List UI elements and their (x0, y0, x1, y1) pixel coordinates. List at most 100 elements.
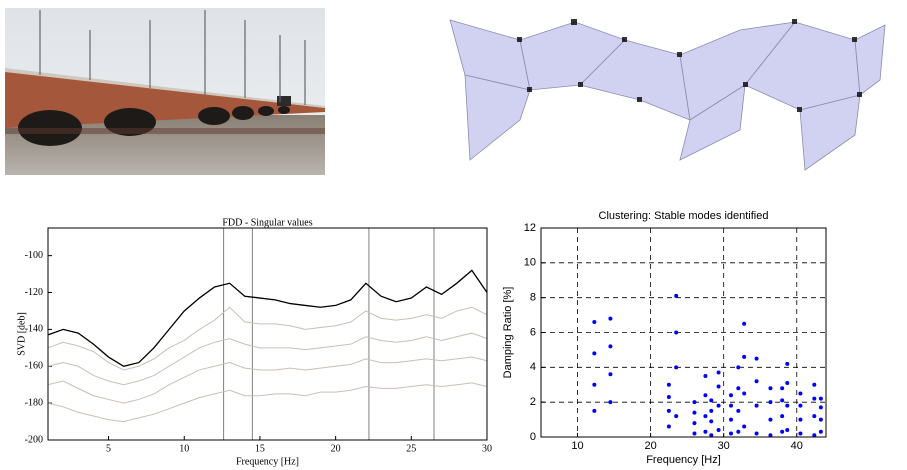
y-tick-label: 0 (530, 431, 536, 443)
point (742, 424, 747, 429)
point (592, 320, 597, 325)
y-tick-label: -160 (25, 361, 43, 372)
point (818, 396, 823, 401)
point (716, 403, 721, 408)
point (736, 408, 741, 413)
point (736, 365, 741, 370)
point (674, 293, 679, 298)
point (716, 428, 721, 433)
fdd-chart: 5 10 15 20 25 30 -200 -180 -160 -140 -120 -100 FDD -… (16, 217, 492, 467)
point (780, 386, 785, 391)
point (754, 403, 759, 408)
point (736, 386, 741, 391)
point (785, 361, 790, 366)
point (812, 396, 817, 401)
point (742, 354, 747, 359)
y-tick-label: 4 (530, 361, 536, 373)
point (703, 374, 708, 379)
point (592, 351, 597, 356)
point (736, 429, 741, 434)
y-tick-label: 2 (530, 396, 536, 408)
point (674, 365, 679, 370)
x-tick-label: 10 (571, 440, 583, 452)
point (818, 429, 823, 434)
point (768, 417, 773, 422)
series-line (47, 269, 488, 367)
x-tick-label: 15 (255, 443, 265, 454)
point (703, 393, 708, 398)
point (729, 431, 733, 436)
point (608, 400, 613, 405)
point (592, 408, 597, 413)
point (703, 414, 708, 419)
point (798, 417, 803, 422)
point (692, 400, 697, 405)
point (692, 431, 697, 436)
point (709, 398, 714, 403)
chart-title: FDD - Singular values (222, 217, 312, 228)
point (754, 431, 759, 436)
point (754, 379, 759, 384)
clustering-chart: 10 20 30 40 0 2 4 6 8 10 12 Clustering: Stable mode… (502, 210, 827, 466)
point (608, 372, 613, 377)
plot-area (541, 228, 826, 437)
y-tick-label: 8 (530, 292, 536, 304)
point (608, 316, 613, 321)
point (709, 419, 714, 424)
point (692, 410, 697, 415)
point (818, 417, 823, 422)
point (692, 421, 697, 426)
point (716, 384, 721, 389)
point (666, 408, 671, 413)
x-tick-label: 30 (718, 440, 730, 452)
series-line (47, 382, 488, 423)
point (729, 393, 733, 398)
x-axis-label: Frequency [Hz] (236, 456, 299, 467)
chart-title: Clustering: Stable modes identified (599, 210, 769, 222)
point (812, 382, 817, 387)
y-tick-label: 10 (524, 257, 536, 269)
point (666, 424, 671, 429)
point (798, 431, 803, 436)
x-tick-label: 5 (106, 443, 111, 454)
x-tick-label: 10 (179, 443, 189, 454)
plot-area (48, 228, 487, 440)
point (798, 391, 803, 396)
point (768, 400, 773, 405)
y-tick-label: -120 (25, 287, 43, 298)
x-axis-label: Frequency [Hz] (646, 454, 721, 466)
point (666, 382, 671, 387)
series-line (47, 306, 488, 371)
point (716, 370, 721, 375)
y-tick-label: -200 (25, 434, 43, 445)
y-tick-label: -180 (25, 397, 43, 408)
point (703, 429, 708, 434)
point (674, 414, 679, 419)
point (742, 321, 747, 326)
point (729, 417, 733, 422)
point (780, 429, 785, 434)
plot-frame (47, 227, 488, 441)
y-axis-label: Damping Ratio [%] (502, 287, 514, 379)
point (780, 398, 785, 403)
point (768, 433, 773, 438)
mode-shape-diagram (449, 19, 886, 171)
point (785, 381, 790, 386)
point (709, 408, 714, 413)
point (812, 414, 817, 419)
x-tick-label: 30 (482, 443, 492, 454)
x-tick-label: 20 (644, 440, 656, 452)
y-tick-label: -100 (25, 250, 43, 261)
point (666, 394, 671, 399)
point (818, 405, 823, 410)
point (798, 403, 803, 408)
x-tick-label: 40 (791, 440, 803, 452)
y-axis-label: SVD [deb] (16, 312, 27, 356)
y-tick-label: 12 (524, 222, 536, 234)
point (608, 344, 613, 349)
point (812, 433, 817, 438)
point (754, 356, 759, 361)
series-line (47, 332, 488, 386)
point (709, 433, 714, 438)
